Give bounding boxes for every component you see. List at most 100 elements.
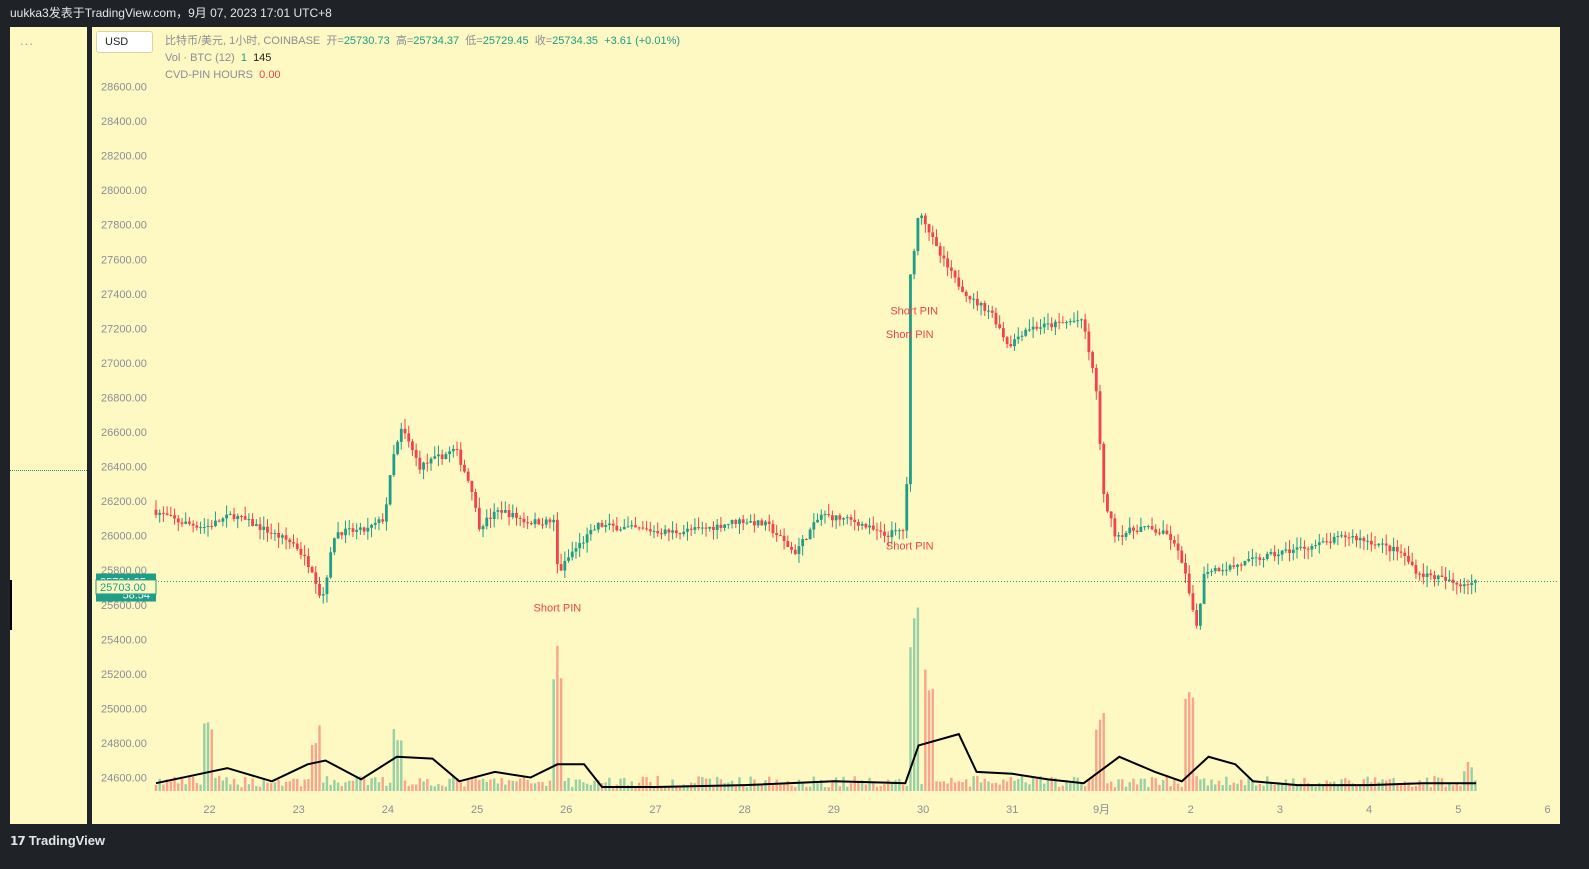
volume-bar [429, 785, 433, 791]
more-options-icon[interactable]: ... [20, 33, 34, 48]
volume-bar [478, 779, 481, 791]
currency-selector[interactable]: USD [96, 31, 153, 53]
candle-body [176, 518, 180, 523]
volume-bar [582, 782, 585, 791]
volume-bar [1403, 781, 1406, 791]
volume-bar [1273, 784, 1276, 791]
volume-legend: Vol · BTC (12) 1 145 [165, 51, 271, 65]
candle-body [611, 523, 615, 526]
candle-body [1027, 329, 1031, 331]
volume-bar [507, 780, 511, 791]
volume-bar [1165, 776, 1169, 791]
candle-body [444, 454, 448, 460]
price-chart-svg[interactable]: 28600.00 28400.00 28200.00 28000.00 27800.00… [92, 27, 1560, 824]
candle-body [1094, 367, 1098, 392]
candle-body [173, 515, 176, 519]
volume-bar [243, 777, 247, 791]
volume-bar [563, 781, 567, 791]
volume-bar [359, 776, 362, 791]
volume-bar [756, 785, 760, 791]
y-tick-label: 27600.00 [101, 254, 147, 266]
candle-body [1321, 541, 1325, 543]
candle-body [451, 448, 455, 452]
candle-body [622, 526, 626, 530]
candle-body [1109, 511, 1113, 519]
candle-body [652, 531, 656, 533]
volume-bar [1329, 782, 1332, 791]
x-tick-label: 2 [1188, 804, 1194, 816]
volume-bar [1240, 779, 1243, 791]
candle-body [500, 510, 504, 513]
candle-body [726, 523, 730, 525]
candle-body [641, 527, 645, 529]
candle-body [1410, 561, 1414, 566]
volume-bar [526, 780, 529, 791]
tradingview-logo[interactable]: 𝟭𝟳 TradingView [10, 833, 105, 848]
candle-body [537, 519, 541, 525]
candle-body [1470, 582, 1474, 585]
volume-bar [1191, 697, 1195, 791]
candle-body [225, 514, 228, 519]
volume-bar [849, 783, 853, 791]
candle-body [831, 515, 834, 521]
volume-bar [165, 779, 169, 791]
candle-body [964, 291, 968, 297]
volume-bar [715, 776, 719, 791]
candle-body [734, 520, 738, 524]
candle-body [875, 529, 879, 531]
candle-body [1314, 545, 1317, 547]
volume-bar [1132, 778, 1135, 791]
volume-bar [701, 777, 704, 791]
volume-bar [459, 782, 462, 791]
volume-bar [1310, 784, 1314, 791]
candle-body [1421, 573, 1425, 577]
candle-body [459, 449, 463, 465]
candle-body [619, 529, 622, 531]
volume-bar [1214, 784, 1217, 791]
volume-bar [366, 784, 370, 791]
volume-bar [1251, 779, 1254, 791]
candle-body [752, 521, 756, 526]
candle-body [184, 521, 188, 524]
candle-body [1187, 573, 1191, 594]
volume-bar [236, 784, 239, 791]
volume-bar [987, 781, 990, 791]
candle-body [749, 521, 753, 523]
candle-body [604, 525, 608, 527]
volume-bar [994, 782, 998, 791]
tradingview-logo-icon: 𝟭𝟳 [10, 834, 26, 848]
candle-body [1135, 530, 1139, 532]
x-tick-label: 6 [1544, 804, 1550, 816]
candle-body [344, 528, 347, 536]
candle-body [949, 267, 953, 271]
volume-bar [1017, 779, 1020, 791]
volume-bar [414, 784, 418, 791]
volume-bar [953, 782, 957, 791]
candle-body [961, 286, 964, 292]
volume-bar [634, 785, 637, 791]
volume-bar [1054, 777, 1057, 791]
candle-body [1172, 540, 1176, 544]
candle-body [396, 441, 399, 455]
candle-body [1098, 391, 1102, 444]
volume-bar [790, 785, 793, 791]
volume-bar [879, 785, 882, 791]
volume-bar [1005, 781, 1009, 791]
volume-bar [931, 688, 934, 791]
volume-bar [1206, 785, 1209, 791]
x-tick-label: 27 [649, 804, 661, 816]
candle-body [853, 519, 857, 522]
candle-body [433, 456, 437, 459]
volume-bar [812, 776, 816, 791]
volume-bar [868, 777, 871, 791]
volume-bar [660, 787, 663, 791]
candle-body [273, 532, 277, 534]
volume-bar [656, 775, 659, 791]
y-tick-label: 26200.00 [101, 496, 147, 508]
volume-bar [1448, 783, 1451, 791]
candle-body [552, 519, 556, 523]
candle-body [756, 520, 760, 526]
volume-bar [738, 777, 741, 791]
chart-area[interactable]: 28600.00 28400.00 28200.00 28000.00 27800.00… [92, 27, 1560, 824]
candle-body [1451, 579, 1455, 583]
